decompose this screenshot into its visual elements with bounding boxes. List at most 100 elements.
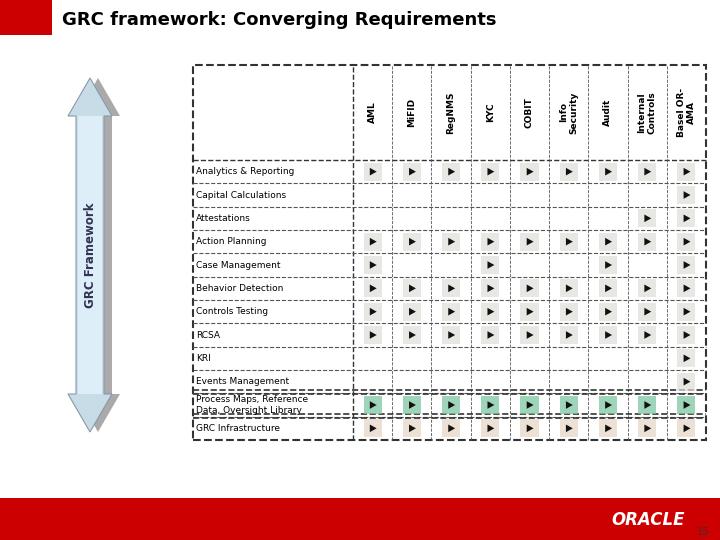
Polygon shape (566, 331, 573, 339)
FancyBboxPatch shape (481, 302, 500, 321)
Polygon shape (370, 238, 377, 246)
FancyBboxPatch shape (481, 396, 500, 414)
Polygon shape (370, 285, 377, 292)
Text: Action Planning: Action Planning (196, 237, 266, 246)
Polygon shape (527, 168, 534, 176)
FancyBboxPatch shape (521, 326, 539, 344)
Polygon shape (683, 308, 690, 315)
Polygon shape (76, 78, 120, 432)
FancyBboxPatch shape (364, 279, 382, 298)
Text: Basel OR-
AMA: Basel OR- AMA (677, 88, 696, 137)
Polygon shape (487, 331, 495, 339)
FancyBboxPatch shape (599, 326, 617, 344)
Polygon shape (370, 331, 377, 339)
Polygon shape (409, 401, 416, 409)
Polygon shape (644, 168, 652, 176)
Polygon shape (449, 238, 455, 246)
Polygon shape (605, 401, 612, 409)
Polygon shape (487, 308, 495, 315)
FancyBboxPatch shape (599, 396, 617, 414)
Polygon shape (487, 424, 495, 432)
Text: KYC: KYC (486, 103, 495, 123)
FancyBboxPatch shape (678, 349, 696, 367)
FancyBboxPatch shape (599, 256, 617, 274)
Text: COBIT: COBIT (525, 97, 534, 128)
FancyBboxPatch shape (638, 233, 656, 251)
FancyBboxPatch shape (364, 233, 382, 251)
Text: Process Maps, Reference
Data, Oversight Library: Process Maps, Reference Data, Oversight … (196, 395, 308, 415)
FancyBboxPatch shape (402, 163, 421, 181)
FancyBboxPatch shape (599, 279, 617, 298)
Polygon shape (68, 78, 112, 432)
Polygon shape (370, 308, 377, 315)
FancyBboxPatch shape (402, 302, 421, 321)
Polygon shape (605, 238, 612, 246)
FancyBboxPatch shape (481, 233, 500, 251)
FancyBboxPatch shape (481, 279, 500, 298)
Text: Internal
Controls: Internal Controls (637, 91, 657, 134)
Text: Controls Testing: Controls Testing (196, 307, 268, 316)
Polygon shape (683, 401, 690, 409)
Bar (78, 116, 102, 394)
Polygon shape (370, 401, 377, 409)
Polygon shape (487, 168, 495, 176)
FancyBboxPatch shape (678, 279, 696, 298)
FancyBboxPatch shape (638, 163, 656, 181)
Polygon shape (644, 238, 652, 246)
Polygon shape (487, 261, 495, 269)
Polygon shape (449, 168, 455, 176)
FancyBboxPatch shape (521, 419, 539, 437)
Polygon shape (683, 168, 690, 176)
FancyBboxPatch shape (678, 256, 696, 274)
FancyBboxPatch shape (364, 419, 382, 437)
Polygon shape (449, 285, 455, 292)
Bar (193, 65, 706, 440)
FancyBboxPatch shape (559, 326, 578, 344)
FancyBboxPatch shape (638, 419, 656, 437)
Polygon shape (605, 285, 612, 292)
Bar (0, 0, 52, 35)
FancyBboxPatch shape (442, 279, 460, 298)
Text: AML: AML (368, 102, 377, 123)
FancyBboxPatch shape (599, 163, 617, 181)
FancyBboxPatch shape (481, 256, 500, 274)
Polygon shape (370, 261, 377, 269)
Text: 15: 15 (697, 527, 709, 537)
FancyBboxPatch shape (638, 396, 656, 414)
Polygon shape (683, 238, 690, 246)
Polygon shape (527, 308, 534, 315)
Polygon shape (605, 168, 612, 176)
Polygon shape (566, 424, 573, 432)
FancyBboxPatch shape (638, 209, 656, 227)
FancyBboxPatch shape (442, 419, 460, 437)
FancyBboxPatch shape (364, 396, 382, 414)
FancyBboxPatch shape (402, 279, 421, 298)
Polygon shape (683, 331, 690, 339)
Text: Analytics & Reporting: Analytics & Reporting (196, 167, 294, 176)
Bar (0, 498, 720, 540)
FancyBboxPatch shape (402, 326, 421, 344)
Polygon shape (409, 168, 416, 176)
Polygon shape (644, 285, 652, 292)
Polygon shape (370, 424, 377, 432)
FancyBboxPatch shape (521, 163, 539, 181)
Text: RegNMS: RegNMS (446, 91, 456, 134)
Polygon shape (527, 424, 534, 432)
FancyBboxPatch shape (638, 326, 656, 344)
FancyBboxPatch shape (559, 302, 578, 321)
Text: GRC Framework: GRC Framework (84, 202, 96, 308)
Text: Events Management: Events Management (196, 377, 289, 386)
Polygon shape (683, 191, 690, 199)
FancyBboxPatch shape (402, 233, 421, 251)
FancyBboxPatch shape (678, 326, 696, 344)
FancyBboxPatch shape (481, 163, 500, 181)
FancyBboxPatch shape (678, 233, 696, 251)
Polygon shape (683, 378, 690, 386)
Polygon shape (449, 401, 455, 409)
FancyBboxPatch shape (481, 326, 500, 344)
FancyBboxPatch shape (402, 396, 421, 414)
FancyBboxPatch shape (559, 163, 578, 181)
Text: ORACLE: ORACLE (611, 511, 685, 529)
FancyBboxPatch shape (678, 209, 696, 227)
Polygon shape (566, 238, 573, 246)
